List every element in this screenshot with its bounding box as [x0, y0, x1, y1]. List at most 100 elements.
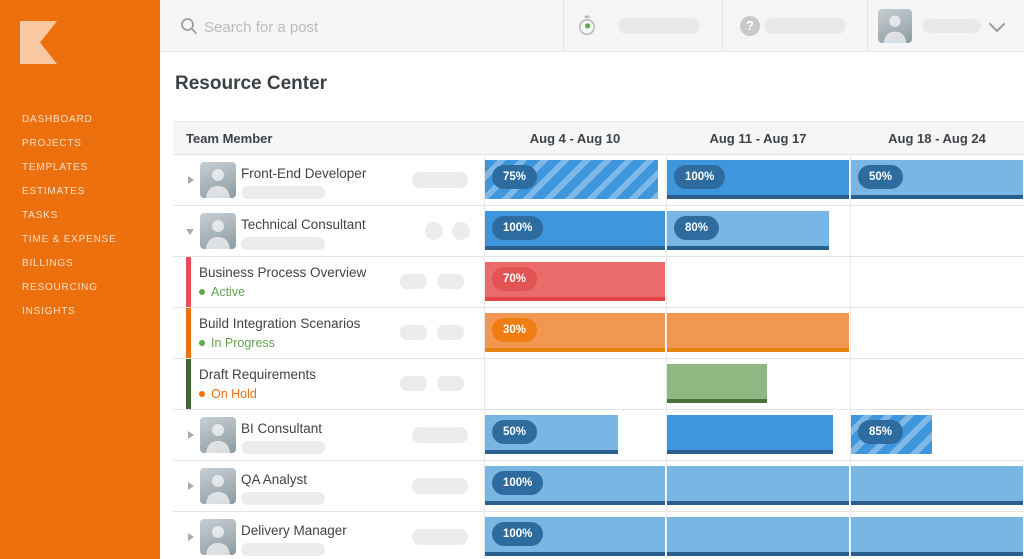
task-row: Draft Requirements On Hold [173, 359, 1024, 410]
sidebar-item-estimates[interactable]: ESTIMATES [22, 186, 86, 197]
task-row: Build Integration Scenarios In Progress 30… [173, 308, 1024, 359]
allocation-bar[interactable]: 70% [485, 262, 665, 301]
allocation-bar[interactable]: 100% [485, 211, 665, 250]
team-member-row: Delivery Manager 100% [173, 512, 1024, 559]
week-header: Aug 4 - Aug 10 [529, 131, 621, 146]
chevron-down-icon[interactable] [988, 20, 1006, 38]
topbar-divider [867, 0, 868, 51]
avatar [200, 417, 236, 453]
placeholder-text [241, 441, 325, 454]
allocation-bar[interactable]: 80% [667, 211, 829, 250]
placeholder-pill [437, 325, 464, 340]
team-member-column-header: Team Member [186, 131, 273, 146]
allocation-bar[interactable] [851, 466, 1023, 505]
task-status: Active [199, 285, 245, 299]
allocation-bar[interactable]: 50% [485, 415, 618, 454]
placeholder-pill [412, 529, 468, 545]
page-title: Resource Center [175, 73, 328, 94]
status-strip [186, 359, 191, 409]
allocation-percent: 70% [492, 267, 538, 291]
status-label: On Hold [211, 387, 257, 401]
column-gridline [666, 155, 667, 559]
sidebar-item-insights[interactable]: INSIGHTS [22, 306, 76, 317]
status-strip [186, 308, 191, 358]
team-member-row: QA Analyst 100% [173, 461, 1024, 512]
table-header: Team Member Aug 4 - Aug 10 Aug 11 - Aug 1… [173, 121, 1024, 155]
member-name: BI Consultant [241, 421, 323, 436]
placeholder-text [241, 492, 325, 505]
placeholder-pill [400, 325, 427, 340]
placeholder-pill [400, 376, 427, 391]
member-name: Technical Consultant [241, 217, 366, 232]
allocation-percent: 80% [674, 216, 720, 240]
placeholder-text [241, 237, 325, 250]
status-dot-icon [199, 340, 205, 346]
allocation-bar[interactable]: 75% [485, 160, 658, 199]
allocation-bar[interactable] [667, 466, 849, 505]
allocation-bar[interactable]: 85% [851, 415, 932, 454]
status-dot-icon [199, 289, 205, 295]
status-dot-icon [199, 391, 205, 397]
app-logo-icon[interactable] [20, 21, 57, 64]
task-name: Draft Requirements [199, 367, 317, 382]
time-tracker-icon[interactable] [577, 15, 597, 42]
task-name: Business Process Overview [199, 265, 367, 280]
allocation-bar[interactable] [667, 517, 849, 556]
sidebar-item-projects[interactable]: PROJECTS [22, 138, 82, 149]
status-strip [186, 257, 191, 307]
member-name: QA Analyst [241, 472, 308, 487]
expand-chevron-icon[interactable] [186, 229, 194, 235]
allocation-percent: 50% [858, 165, 904, 189]
member-name: Delivery Manager [241, 523, 347, 538]
allocation-bar[interactable] [667, 364, 767, 403]
allocation-percent: 50% [492, 420, 538, 444]
sidebar-item-templates[interactable]: TEMPLATES [22, 162, 88, 173]
placeholder-circle [452, 222, 470, 240]
sidebar-item-resourcing[interactable]: RESOURCING [22, 282, 98, 293]
allocation-percent: 100% [492, 522, 544, 546]
sidebar-item-tasks[interactable]: TASKS [22, 210, 59, 221]
member-name: Front-End Developer [241, 166, 367, 181]
placeholder-text [241, 186, 325, 199]
search-input[interactable] [202, 14, 506, 40]
allocation-bar[interactable]: 100% [485, 466, 665, 505]
placeholder-text [241, 543, 325, 556]
expand-chevron-icon[interactable] [188, 482, 194, 490]
sidebar-nav: DASHBOARD PROJECTS TEMPLATES ESTIMATES TASKS… [22, 115, 117, 331]
allocation-bar[interactable]: 30% [485, 313, 665, 352]
sidebar-item-billings[interactable]: BILLINGS [22, 258, 74, 269]
placeholder-pill [400, 274, 427, 289]
avatar [200, 213, 236, 249]
avatar [200, 519, 236, 555]
task-name: Build Integration Scenarios [199, 316, 361, 331]
placeholder-circle [425, 222, 443, 240]
allocation-bar[interactable]: 100% [667, 160, 849, 199]
placeholder-pill [437, 376, 464, 391]
sidebar: DASHBOARD PROJECTS TEMPLATES ESTIMATES TASKS… [0, 0, 160, 559]
allocation-bar[interactable]: 100% [485, 517, 665, 556]
table-body: Front-End Developer 75% 100% 50% Technical C… [173, 155, 1024, 559]
help-icon[interactable]: ? [740, 16, 760, 36]
expand-chevron-icon[interactable] [188, 533, 194, 541]
expand-chevron-icon[interactable] [188, 431, 194, 439]
team-member-row: Front-End Developer 75% 100% 50% [173, 155, 1024, 206]
allocation-percent: 100% [492, 471, 544, 495]
allocation-bar[interactable]: 50% [851, 160, 1023, 199]
allocation-bar[interactable] [851, 517, 1023, 556]
allocation-percent: 75% [492, 165, 538, 189]
sidebar-item-time-expense[interactable]: TIME & EXPENSE [22, 234, 117, 245]
user-avatar[interactable] [878, 9, 912, 43]
status-label: In Progress [211, 336, 275, 350]
allocation-percent: 85% [858, 420, 904, 444]
search-icon [180, 17, 198, 40]
resource-table: Team Member Aug 4 - Aug 10 Aug 11 - Aug 1… [173, 121, 1024, 559]
sidebar-item-dashboard[interactable]: DASHBOARD [22, 114, 93, 125]
placeholder-pill [437, 274, 464, 289]
allocation-bar[interactable] [667, 313, 849, 352]
allocation-bar[interactable] [667, 415, 833, 454]
allocation-percent: 30% [492, 318, 538, 342]
topbar-divider [722, 0, 723, 51]
placeholder-pill [764, 18, 846, 34]
expand-chevron-icon[interactable] [188, 176, 194, 184]
column-gridline [484, 155, 485, 559]
